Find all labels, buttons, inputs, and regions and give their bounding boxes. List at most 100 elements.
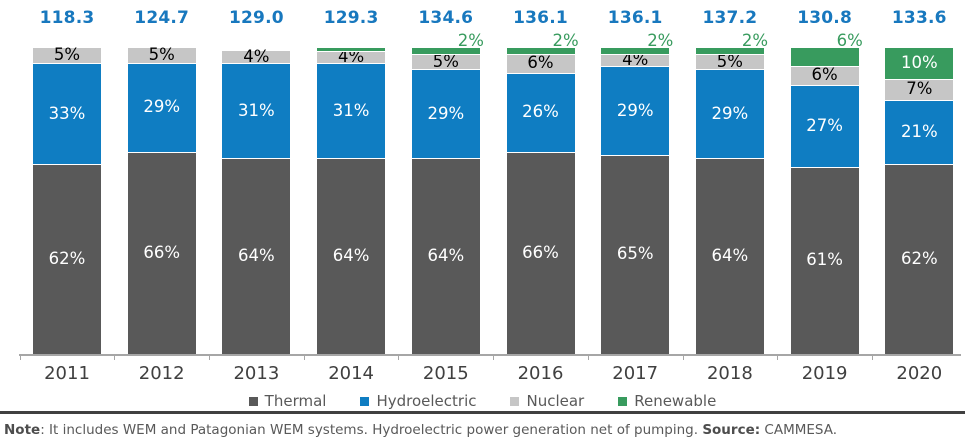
legend-label-renewable: Renewable (634, 392, 717, 410)
hydroelectric-label-2013: 31% (238, 100, 275, 120)
hydroelectric-label-2015: 29% (427, 103, 465, 123)
renewable-segment-2014 (317, 48, 386, 52)
thermal-label-2016: 66% (522, 242, 559, 262)
total-label-2014: 129.3 (323, 8, 379, 28)
legend-label-nuclear: Nuclear (526, 392, 585, 410)
axis-tick (682, 354, 684, 360)
nuclear-segment-2015: 5% (411, 51, 480, 71)
hydroelectric-segment-2019: 27% (790, 84, 859, 168)
source-label: Source: (702, 422, 761, 438)
legend-label-thermal: Thermal (264, 392, 327, 410)
hydroelectric-segment-2018: 29% (695, 69, 764, 159)
legend-swatch-thermal (248, 396, 258, 406)
x-axis-label-2015: 2015 (422, 363, 469, 384)
nuclear-label-2017: 4% (622, 50, 649, 70)
thermal-label-2019: 61% (806, 250, 843, 270)
total-label-2019: 130.8 (797, 8, 852, 28)
legend-item-hydroelectric: Hydroelectric (360, 392, 476, 410)
hydroelectric-segment-2017: 29% (601, 66, 670, 156)
x-axis-label-2013: 2013 (233, 363, 280, 384)
hydroelectric-label-2016: 26% (522, 101, 559, 121)
x-axis-label-2011: 2011 (44, 363, 90, 384)
total-label-2017: 136.1 (607, 8, 663, 28)
renewable-outside-label-2015: 2% (457, 31, 484, 50)
hydroelectric-label-2014: 31% (332, 100, 370, 120)
axis-tick (777, 354, 779, 360)
hydroelectric-label-2020: 21% (900, 121, 938, 141)
renewable-segment-2019 (790, 48, 859, 67)
legend-item-renewable: Renewable (618, 392, 716, 410)
footer-divider (0, 411, 965, 414)
thermal-segment-2017: 65% (601, 155, 670, 354)
nuclear-segment-2012: 5% (127, 45, 196, 65)
axis-tick (114, 354, 116, 360)
hydroelectric-label-2019: 27% (806, 115, 843, 135)
nuclear-label-2018: 5% (716, 51, 743, 71)
hydroelectric-label-2011: 33% (48, 103, 86, 123)
note-text: : It includes WEM and Patagonian WEM sys… (40, 422, 703, 438)
x-axis-label-2012: 2012 (138, 363, 185, 384)
thermal-label-2012: 66% (143, 242, 181, 262)
renewable-outside-label-2018: 2% (741, 31, 769, 50)
total-label-2013: 129.0 (229, 8, 284, 28)
total-label-2018: 137.2 (702, 8, 758, 28)
nuclear-label-2015: 5% (432, 51, 459, 71)
total-label-2011: 118.3 (39, 8, 95, 28)
nuclear-label-2019: 6% (811, 65, 838, 85)
hydroelectric-segment-2013: 31% (222, 63, 291, 159)
nuclear-segment-2019: 6% (790, 65, 859, 85)
thermal-label-2017: 65% (616, 244, 654, 264)
thermal-label-2013: 64% (238, 245, 275, 265)
total-label-2012: 124.7 (134, 8, 190, 28)
renewable-segment-2017 (601, 48, 670, 55)
x-axis-label-2016: 2016 (517, 363, 564, 384)
total-label-2020: 133.6 (891, 8, 947, 28)
thermal-segment-2011: 62% (33, 164, 101, 354)
renewable-outside-label-2019: 6% (836, 31, 863, 50)
thermal-label-2014: 64% (332, 245, 370, 265)
nuclear-segment-2017: 4% (601, 50, 670, 70)
legend-item-nuclear: Nuclear (510, 392, 584, 410)
thermal-segment-2019: 61% (790, 167, 859, 354)
thermal-segment-2015: 64% (411, 158, 480, 354)
thermal-segment-2012: 66% (127, 152, 196, 354)
nuclear-label-2020: 7% (906, 79, 933, 99)
source-text: CAMMESA. (760, 422, 838, 438)
footnote: Note: It includes WEM and Patagonian WEM… (4, 421, 961, 439)
axis-tick (872, 354, 873, 360)
legend: Thermal Hydroelectric Nuclear Renewable (0, 391, 965, 411)
thermal-label-2015: 64% (427, 245, 465, 265)
axis-tick (398, 354, 400, 360)
thermal-segment-2014: 64% (317, 158, 386, 354)
renewable-segment-2016 (506, 48, 575, 55)
x-axis-label-2019: 2019 (801, 363, 848, 384)
legend-item-thermal: Thermal (248, 392, 327, 410)
hydroelectric-label-2012: 29% (143, 97, 181, 117)
thermal-label-2018: 64% (711, 245, 749, 265)
total-label-2016: 136.1 (513, 8, 568, 28)
renewable-segment-2015 (411, 48, 480, 55)
total-label-2015: 134.6 (418, 8, 474, 28)
hydroelectric-segment-2011: 33% (33, 63, 101, 165)
renewable-outside-label-2017: 2% (647, 31, 674, 50)
thermal-segment-2016: 66% (506, 152, 575, 354)
nuclear-label-2016: 6% (527, 53, 554, 73)
x-axis-label-2018: 2018 (706, 363, 753, 384)
hydroelectric-label-2017: 29% (616, 100, 654, 120)
nuclear-label-2012: 5% (148, 45, 175, 65)
x-axis-label-2020: 2020 (896, 363, 943, 384)
x-axis-label-2014: 2014 (328, 363, 374, 384)
nuclear-segment-2020: 7% (885, 78, 954, 100)
thermal-label-2011: 62% (48, 248, 86, 268)
x-axis-label-2017: 2017 (612, 363, 659, 384)
hydroelectric-segment-2012: 29% (127, 63, 196, 152)
nuclear-label-2011: 5% (53, 45, 81, 65)
nuclear-segment-2011: 5% (33, 45, 101, 65)
axis-tick (303, 354, 305, 360)
axis-tick (493, 354, 495, 360)
nuclear-label-2014: 4% (338, 46, 365, 66)
legend-swatch-hydroelectric (360, 396, 370, 406)
hydroelectric-segment-2020: 21% (885, 100, 954, 165)
legend-label-hydroelectric: Hydroelectric (376, 392, 477, 410)
plot-area: 62% 33% 5% 66% 29% 5% 64% 31% 4% 64% 31% 4% 64% 29% 5%… (0, 32, 965, 354)
